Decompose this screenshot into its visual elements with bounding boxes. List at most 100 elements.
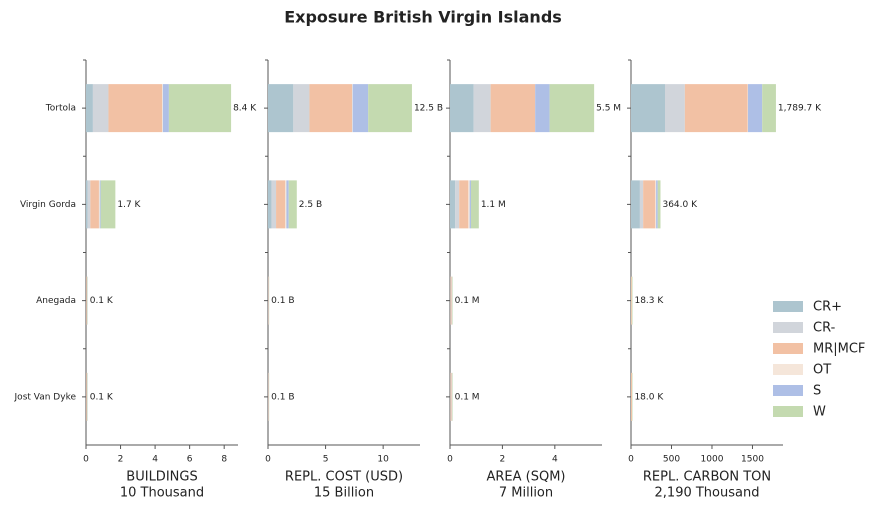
x-tick-label: 1500 bbox=[741, 455, 764, 465]
bar-segment bbox=[352, 84, 353, 133]
bar-segment bbox=[631, 84, 666, 133]
total-label: 0.1 B bbox=[271, 296, 294, 306]
total-label: 8.4 K bbox=[233, 104, 257, 114]
bar-segment bbox=[631, 276, 633, 325]
bar-segment bbox=[162, 84, 169, 133]
legend-label: OT bbox=[813, 363, 831, 378]
total-label: 1.1 M bbox=[481, 200, 506, 210]
legend-swatch bbox=[773, 406, 803, 417]
x-tick-label: 0 bbox=[447, 455, 453, 465]
legend-label: CR+ bbox=[813, 300, 842, 315]
total-label: 1.7 K bbox=[117, 200, 141, 210]
bar-segment bbox=[452, 372, 453, 421]
x-axis-label: REPL. COST (USD) bbox=[285, 470, 403, 485]
bar-segment bbox=[309, 84, 353, 133]
x-axis-label: BUILDINGS bbox=[126, 470, 197, 485]
x-tick-label: 2 bbox=[118, 455, 124, 465]
x-tick-label: 4 bbox=[152, 455, 158, 465]
bar-segment bbox=[459, 180, 469, 229]
bar-segment bbox=[268, 180, 272, 229]
total-label: 1,789.7 K bbox=[778, 104, 822, 114]
y-tick-label: Tortola bbox=[45, 104, 76, 114]
bar-segment bbox=[665, 84, 685, 133]
bar-segment bbox=[108, 84, 162, 133]
total-label: 0.1 K bbox=[90, 392, 114, 402]
bar-segment bbox=[468, 180, 470, 229]
x-tick-label: 1000 bbox=[701, 455, 724, 465]
x-axis-unit: 15 Billion bbox=[314, 486, 374, 501]
bar-segment bbox=[86, 276, 88, 325]
legend-swatch bbox=[773, 343, 803, 354]
bar-segment bbox=[450, 84, 474, 133]
x-axis-unit: 10 Thousand bbox=[120, 486, 204, 501]
bar-segment bbox=[99, 180, 101, 229]
bar-segment bbox=[473, 84, 491, 133]
x-tick-label: 8 bbox=[221, 455, 227, 465]
bar-segment bbox=[470, 180, 479, 229]
legend-label: W bbox=[813, 405, 826, 420]
total-label: 18.3 K bbox=[634, 296, 664, 306]
x-tick-label: 500 bbox=[663, 455, 680, 465]
bar-segment bbox=[450, 372, 452, 421]
bar-segment bbox=[656, 180, 658, 229]
bar-segment bbox=[549, 84, 595, 133]
legend-swatch bbox=[773, 385, 803, 396]
x-axis-label: AREA (SQM) bbox=[486, 470, 565, 485]
bar-segment bbox=[271, 180, 277, 229]
bar-segment bbox=[368, 84, 412, 133]
x-tick-label: 6 bbox=[187, 455, 193, 465]
legend-label: CR- bbox=[813, 321, 836, 336]
bar-segment bbox=[643, 180, 656, 229]
bar-segment bbox=[98, 180, 100, 229]
bar-segment bbox=[285, 180, 287, 229]
total-label: 5.5 M bbox=[596, 104, 621, 114]
total-label: 2.5 B bbox=[299, 200, 322, 210]
bar-segment bbox=[655, 180, 657, 229]
bar-segment bbox=[452, 276, 453, 325]
total-label: 364.0 K bbox=[662, 200, 698, 210]
bar-segment bbox=[86, 180, 88, 229]
bar-segment bbox=[100, 180, 116, 229]
x-axis-label: REPL. CARBON TON bbox=[643, 470, 771, 485]
bar-segment bbox=[748, 84, 763, 133]
bar-segment bbox=[450, 276, 452, 325]
bar-segment bbox=[631, 372, 632, 421]
x-tick-label: 2 bbox=[500, 455, 506, 465]
legend-swatch bbox=[773, 301, 803, 312]
x-tick-label: 0 bbox=[628, 455, 634, 465]
bar-segment bbox=[92, 84, 109, 133]
total-label: 18.0 K bbox=[634, 392, 664, 402]
x-axis-unit: 2,190 Thousand bbox=[655, 486, 760, 501]
total-label: 0.1 M bbox=[455, 296, 480, 306]
total-label: 0.1 B bbox=[271, 392, 294, 402]
y-tick-label: Jost Van Dyke bbox=[14, 392, 77, 402]
y-tick-label: Virgin Gorda bbox=[20, 200, 76, 210]
bar-segment bbox=[469, 180, 471, 229]
bar-segment bbox=[286, 180, 289, 229]
bar-segment bbox=[657, 180, 661, 229]
x-tick-label: 4 bbox=[552, 455, 558, 465]
bar-segment bbox=[162, 84, 163, 133]
legend-label: MR|MCF bbox=[813, 342, 865, 357]
bar-segment bbox=[762, 84, 776, 133]
total-label: 0.1 M bbox=[455, 392, 480, 402]
bar-segment bbox=[86, 372, 88, 421]
bar-segment bbox=[631, 180, 640, 229]
bar-segment bbox=[450, 180, 456, 229]
bar-segment bbox=[352, 84, 369, 133]
bar-segment bbox=[168, 84, 232, 133]
legend-swatch bbox=[773, 322, 803, 333]
bar-segment bbox=[455, 180, 460, 229]
bar-segment bbox=[293, 84, 310, 133]
bar-segment bbox=[268, 84, 294, 133]
legend-label: S bbox=[813, 384, 821, 399]
bar-segment bbox=[639, 180, 644, 229]
bar-segment bbox=[684, 84, 748, 133]
bar-segment bbox=[535, 84, 550, 133]
bar-segment bbox=[288, 180, 297, 229]
total-label: 0.1 K bbox=[90, 296, 114, 306]
bar-segment bbox=[86, 84, 93, 133]
bar-segment bbox=[87, 180, 91, 229]
bar-segment bbox=[490, 84, 536, 133]
